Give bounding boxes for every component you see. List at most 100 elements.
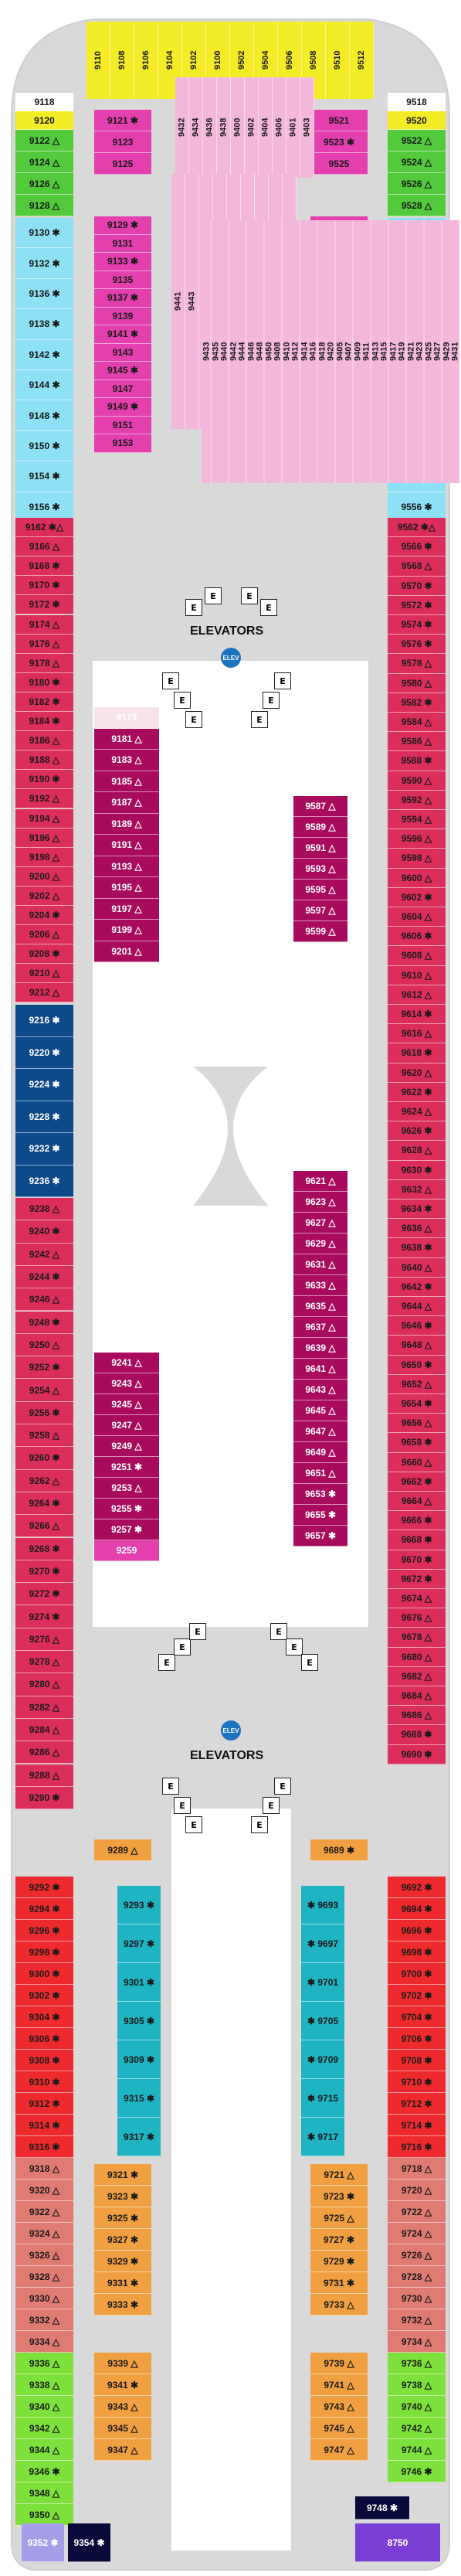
cabin-9568[interactable]: 9568 △: [388, 556, 446, 577]
cabin-9652[interactable]: 9652 △: [388, 1374, 446, 1394]
cabin-9318[interactable]: 9318 △: [15, 2158, 73, 2180]
cabin-9121[interactable]: 9121 ✱: [94, 110, 151, 131]
cabin-9245[interactable]: 9245 △: [94, 1394, 159, 1415]
cabin-9153[interactable]: 9153: [94, 434, 151, 453]
cabin-9336[interactable]: 9336 △: [15, 2353, 73, 2374]
cabin-9210[interactable]: 9210 △: [15, 964, 73, 984]
cabin-9403[interactable]: 9403: [300, 77, 314, 178]
cabin-9128[interactable]: 9128 △: [15, 195, 73, 216]
cabin-9268[interactable]: 9268 ✱: [15, 1537, 73, 1560]
cabin-9450[interactable]: 9450: [264, 220, 273, 483]
cabin-9733[interactable]: 9733 △: [310, 2294, 368, 2316]
cabin-9415[interactable]: 9415: [380, 220, 389, 483]
cabin-9292[interactable]: 9292 ✱: [15, 1877, 73, 1898]
cabin-9748[interactable]: 9748 ✱: [355, 2496, 409, 2520]
cabin-9312[interactable]: 9312 ✱: [15, 2093, 73, 2115]
cabin-9350[interactable]: 9350 △: [15, 2504, 73, 2526]
cabin-9582[interactable]: 9582 ✱: [388, 692, 446, 713]
cabin-9252[interactable]: 9252 ✱: [15, 1356, 73, 1380]
cabin-9689[interactable]: 9689 ✱: [310, 1839, 368, 1861]
cabin-9708[interactable]: 9708 ✱: [388, 2050, 446, 2071]
cabin-9170[interactable]: 9170 ✱: [15, 576, 73, 596]
cabin-9722[interactable]: 9722 △: [388, 2201, 446, 2223]
cabin-9200[interactable]: 9200 △: [15, 866, 73, 886]
cabin-9597[interactable]: 9597 △: [293, 900, 347, 921]
cabin-9206[interactable]: 9206 △: [15, 925, 73, 945]
cabin-9148[interactable]: 9148 ✱: [15, 400, 73, 431]
cabin-9242[interactable]: 9242 △: [15, 1243, 73, 1266]
cabin-9236[interactable]: 9236 ✱: [15, 1165, 73, 1197]
cabin-9411[interactable]: 9411: [362, 220, 371, 483]
cabin-9317[interactable]: 9317 ✱: [117, 2118, 161, 2156]
cabin-9332[interactable]: 9332 △: [15, 2309, 73, 2331]
cabin-9174[interactable]: 9174 △: [15, 614, 73, 635]
cabin-9718[interactable]: 9718 △: [388, 2158, 446, 2180]
cabin-9636[interactable]: 9636 △: [388, 1219, 446, 1239]
cabin-9333[interactable]: 9333 ✱: [94, 2294, 151, 2316]
cabin-9348[interactable]: 9348 △: [15, 2482, 73, 2504]
cabin-9178[interactable]: 9178 △: [15, 653, 73, 673]
cabin-9334[interactable]: 9334 △: [15, 2331, 73, 2353]
cabin-9647[interactable]: 9647 △: [293, 1421, 347, 1442]
cabin-9578[interactable]: 9578 △: [388, 654, 446, 674]
cabin-9624[interactable]: 9624 △: [388, 1102, 446, 1122]
cabin-9666[interactable]: 9666 ✱: [388, 1511, 446, 1531]
cabin-9741[interactable]: 9741 △: [310, 2374, 368, 2396]
cabin-9294[interactable]: 9294 ✱: [15, 1898, 73, 1920]
cabin-9706[interactable]: 9706 ✱: [388, 2028, 446, 2050]
cabin-9591[interactable]: 9591 △: [293, 838, 347, 859]
cabin-9151[interactable]: 9151: [94, 416, 151, 434]
cabin-9724[interactable]: 9724 △: [388, 2223, 446, 2244]
cabin-9341[interactable]: 9341 ✱: [94, 2374, 151, 2396]
cabin-9302[interactable]: 9302 ✱: [15, 1985, 73, 2006]
cabin-9246[interactable]: 9246 △: [15, 1288, 73, 1312]
cabin-9668[interactable]: 9668 ✱: [388, 1530, 446, 1550]
cabin-9688[interactable]: 9688 ✱: [388, 1725, 446, 1745]
cabin-9346[interactable]: 9346 ✱: [15, 2461, 73, 2482]
cabin-9143[interactable]: 9143: [94, 343, 151, 362]
cabin-9728[interactable]: 9728 △: [388, 2266, 446, 2288]
cabin-9674[interactable]: 9674 △: [388, 1589, 446, 1609]
cabin-9136[interactable]: 9136 ✱: [15, 278, 73, 310]
cabin-9618[interactable]: 9618 ✱: [388, 1043, 446, 1063]
cabin-9732[interactable]: 9732 △: [388, 2309, 446, 2331]
cabin-9442[interactable]: 9442: [229, 220, 238, 483]
cabin-9595[interactable]: 9595 △: [293, 880, 347, 900]
cabin-9738[interactable]: 9738 △: [388, 2374, 446, 2396]
cabin-9686[interactable]: 9686 △: [388, 1706, 446, 1726]
cabin-9670[interactable]: 9670 ✱: [388, 1550, 446, 1570]
cabin-9331[interactable]: 9331 ✱: [94, 2272, 151, 2294]
cabin-9639[interactable]: 9639 △: [293, 1338, 347, 1359]
cabin-9734[interactable]: 9734 △: [388, 2331, 446, 2353]
cabin-9194[interactable]: 9194 △: [15, 808, 73, 829]
cabin-9284[interactable]: 9284 △: [15, 1718, 73, 1742]
cabin-9676[interactable]: 9676 △: [388, 1608, 446, 1628]
cabin-9297[interactable]: 9297 ✱: [117, 1924, 161, 1963]
cabin-9589[interactable]: 9589 △: [293, 817, 347, 838]
cabin-9701[interactable]: ✱ 9701: [301, 1963, 344, 2002]
cabin-9423[interactable]: 9423: [415, 220, 425, 483]
cabin-9321[interactable]: 9321 ✱: [94, 2164, 151, 2186]
cabin-9744[interactable]: 9744 △: [388, 2439, 446, 2461]
cabin-9664[interactable]: 9664 △: [388, 1492, 446, 1512]
cabin-9421[interactable]: 9421: [406, 220, 415, 483]
cabin-9122[interactable]: 9122 △: [15, 130, 73, 151]
cabin-9518[interactable]: 9518: [388, 93, 446, 111]
cabin-9654[interactable]: 9654 ✱: [388, 1394, 446, 1414]
cabin-9241[interactable]: 9241 △: [94, 1353, 159, 1373]
cabin-9704[interactable]: 9704 ✱: [388, 2006, 446, 2028]
cabin-9344[interactable]: 9344 △: [15, 2439, 73, 2461]
cabin-9523[interactable]: 9523 ✱: [310, 131, 368, 153]
cabin-9438[interactable]: 9438: [217, 77, 231, 178]
cabin-9300[interactable]: 9300 ✱: [15, 1963, 73, 1985]
cabin-9141[interactable]: 9141 ✱: [94, 325, 151, 344]
cabin-9320[interactable]: 9320 △: [15, 2180, 73, 2201]
cabin-9594[interactable]: 9594 △: [388, 810, 446, 830]
cabin-9626[interactable]: 9626 ✱: [388, 1121, 446, 1142]
cabin-9162[interactable]: 9162 ✱△: [15, 518, 73, 538]
cabin-9118[interactable]: 9118: [15, 93, 73, 111]
cabin-9259[interactable]: 9259: [94, 1540, 159, 1561]
cabin-9444[interactable]: 9444: [238, 220, 247, 483]
cabin-9129[interactable]: 9129 ✱: [94, 216, 151, 235]
cabin-9145[interactable]: 9145 ✱: [94, 362, 151, 380]
